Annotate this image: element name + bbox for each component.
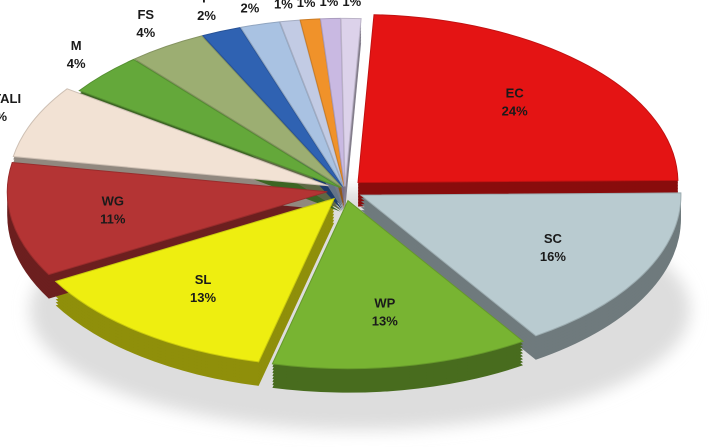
slice [271,199,525,370]
category-label: SL [195,272,212,287]
value-label: 7% [0,109,8,124]
value-label: 11% [100,212,126,227]
value-label: 24% [502,104,528,119]
category-label: OSTALI [0,91,21,106]
slice [239,21,344,187]
slice [12,88,329,187]
labels: EC 24% SC 16% WP 13% SL 13% WG 11% OSTALI 7% M 4% FS 4%… [0,0,566,329]
tops [6,14,682,370]
slice [54,197,336,363]
category-label: EC [506,86,525,101]
value-label: 13% [190,290,216,305]
value-label: 4% [67,56,86,71]
category-label: WG [102,194,124,209]
value-label: 1% [320,0,339,9]
value-label: 1% [297,0,316,10]
slice [133,35,343,188]
value-label: 1% [274,0,293,12]
value-label: 4% [136,25,155,40]
category-label: M [71,38,82,53]
slice [6,161,328,276]
slice [357,14,679,184]
value-label: 1% [342,0,361,9]
value-label: 2% [241,1,260,16]
slice [201,27,344,188]
slice [340,17,362,187]
value-label: 16% [540,249,566,264]
slice [78,58,341,189]
category-label: P [202,0,211,5]
value-label: 13% [372,314,398,329]
category-label: WP [374,296,395,311]
category-label: FS [137,7,154,22]
category-label: SC [544,231,563,246]
slice [359,192,682,337]
value-label: 2% [197,8,216,23]
